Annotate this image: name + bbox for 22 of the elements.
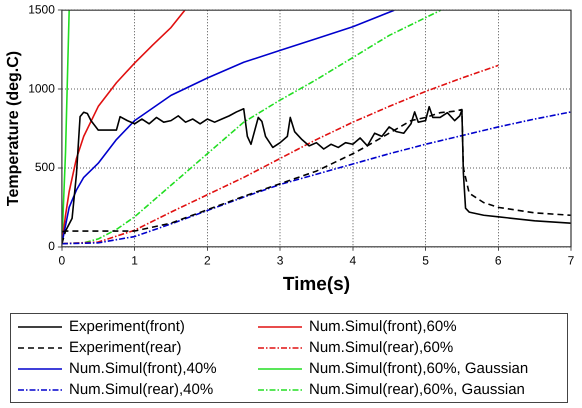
x-tick-label: 2 [204,253,212,268]
x-tick-label: 5 [422,253,430,268]
y-tick-label: 1000 [28,81,56,96]
legend-label: Experiment(rear) [69,339,182,356]
x-tick-label: 3 [276,253,284,268]
x-tick-label: 1 [131,253,138,268]
y-axis-title: Temperature (deg.C) [5,50,22,206]
legend-label: Num.Simul(rear),60%, Gaussian [309,381,525,398]
legend-label: Num.Simul(front),60% [309,318,457,335]
x-tick-label: 4 [349,253,356,268]
x-tick-label: 7 [568,253,575,268]
x-axis-title: Time(s) [282,274,350,295]
legend-label: Num.Simul(front),40% [69,360,217,377]
y-tick-label: 0 [48,239,56,254]
legend-label: Num.Simul(front),60%, Gaussian [309,360,528,377]
legend-label: Num.Simul(rear),60% [309,339,454,356]
y-tick-label: 500 [34,160,56,174]
x-tick-label: 0 [58,253,66,268]
legend-label: Num.Simul(rear),40% [69,381,214,398]
x-tick-label: 6 [494,253,502,268]
y-tick-label: 1500 [28,2,56,17]
legend-label: Experiment(front) [69,318,185,335]
